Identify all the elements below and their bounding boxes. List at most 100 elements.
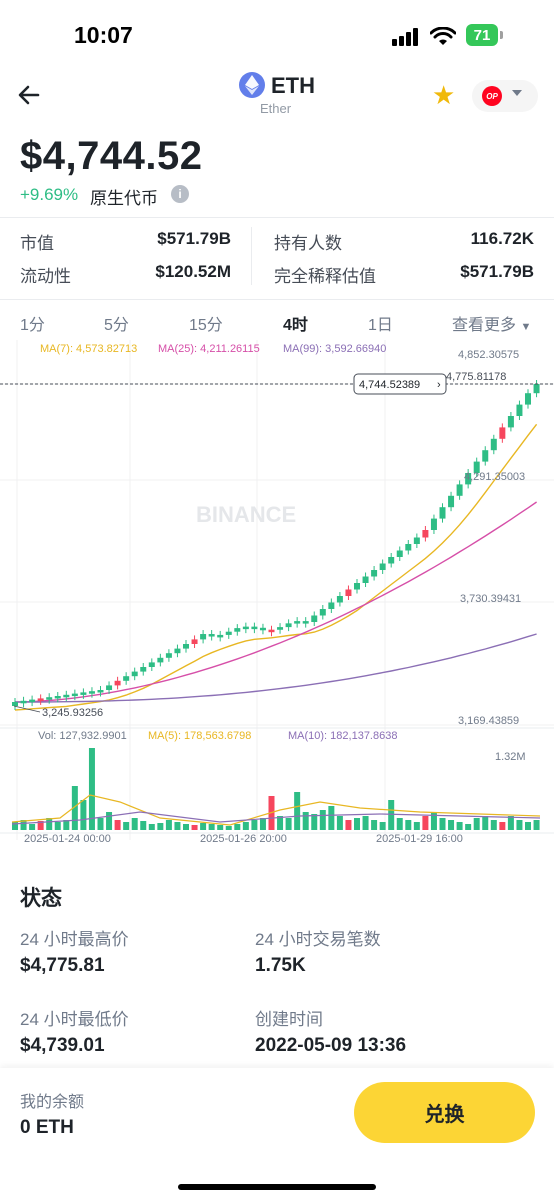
candle: [507, 416, 514, 428]
battery-tip: [500, 31, 503, 39]
volume-bar: [396, 818, 403, 830]
candle: [208, 634, 215, 637]
ma7-label: MA(7): 4,573.82713: [40, 343, 137, 355]
balance-value: 0 ETH: [20, 1117, 74, 1138]
chevron-down-icon: [512, 90, 522, 96]
current-price-tag: 4,744.52389: [359, 379, 420, 391]
low-price-tag: 3,245.93256: [42, 707, 103, 719]
volume-bar: [106, 812, 113, 830]
back-arrow-icon[interactable]: [16, 82, 42, 108]
status-section-title: 状态: [20, 887, 62, 910]
token-type-label: 原生代币: [90, 189, 158, 208]
volume-bar: [131, 818, 138, 830]
candle: [319, 609, 326, 616]
ma25-line: [14, 501, 537, 703]
price-axis-tick: 3,169.43859: [458, 715, 519, 727]
high-price-tag: 4,775.81178: [446, 371, 506, 383]
volume-bar: [234, 824, 241, 830]
price-axis-tick: 4,852.30575: [458, 349, 519, 361]
tab-15m[interactable]: 15分: [189, 317, 223, 334]
candle: [165, 653, 172, 658]
chevron-right-icon: ›: [437, 379, 441, 391]
candle: [413, 537, 420, 544]
eth-logo-icon: [239, 72, 265, 98]
stat-label-holders: 持有人数: [274, 234, 342, 253]
kline-chart[interactable]: BINANCE MA(7): 4,573.82713 MA(25): 4,211.…: [0, 340, 554, 850]
candle: [114, 680, 121, 686]
volume-bar: [473, 818, 480, 830]
volume-bar: [362, 816, 369, 830]
ma7-line: [14, 423, 538, 711]
balance-label: 我的余额: [20, 1094, 85, 1111]
candle: [251, 626, 258, 630]
tab-more[interactable]: 查看更多 ▼: [452, 311, 531, 335]
tab-1m[interactable]: 1分: [20, 317, 45, 334]
stat-value-fdv: $571.79B: [460, 262, 534, 281]
candle: [148, 662, 155, 667]
status-time: 10:07: [74, 22, 133, 48]
volume-bar: [88, 748, 95, 830]
volume-bar: [371, 820, 378, 830]
volume-bar: [20, 820, 27, 830]
candle: [80, 692, 87, 695]
candle: [12, 702, 18, 706]
volume-bar: [191, 825, 198, 830]
vol-ma10-line: [11, 811, 541, 825]
candle: [533, 384, 540, 394]
candle: [71, 693, 78, 697]
vol-ma5-line: [11, 794, 541, 826]
stat-value-market-cap: $571.79B: [157, 229, 231, 248]
high-24h-label: 24 小时最高价: [20, 930, 129, 949]
candle: [516, 404, 523, 416]
stats-divider: [251, 227, 252, 285]
candle: [345, 589, 352, 596]
volume-bar: [345, 820, 352, 830]
low-24h-label: 24 小时最低价: [20, 1010, 129, 1029]
favorite-star-icon[interactable]: ★: [432, 80, 456, 110]
candle: [336, 596, 343, 603]
candle: [157, 657, 164, 663]
candle: [174, 648, 181, 654]
volume-bar: [259, 818, 266, 830]
volume-bar: [328, 806, 335, 830]
divider: [0, 299, 554, 300]
volume-bar: [516, 820, 523, 830]
divider: [0, 217, 554, 218]
volume-bar: [37, 821, 44, 830]
tab-5m[interactable]: 5分: [104, 317, 129, 334]
candle: [88, 691, 95, 694]
tab-4h[interactable]: 4时: [283, 317, 308, 334]
token-symbol: ETH: [271, 73, 315, 98]
volume-bar: [533, 820, 540, 830]
volume-bar: [114, 820, 121, 830]
candle: [302, 621, 309, 624]
info-icon[interactable]: i: [171, 185, 189, 203]
volume-bar: [507, 816, 514, 830]
volume-bar: [251, 820, 258, 830]
candle: [328, 602, 335, 609]
tab-1d[interactable]: 1日: [368, 317, 393, 334]
created-label: 创建时间: [255, 1010, 323, 1029]
volume-bar: [482, 816, 489, 830]
volume-bar: [499, 822, 506, 830]
home-indicator: [178, 1184, 376, 1190]
candle: [46, 697, 53, 700]
swap-button[interactable]: 兑换: [354, 1082, 535, 1143]
stat-value-holders: 116.72K: [470, 229, 534, 248]
token-price: $4,744.52: [20, 134, 203, 178]
candle: [242, 626, 249, 630]
candle: [499, 427, 506, 439]
tx-count-label: 24 小时交易笔数: [255, 930, 381, 949]
candle: [140, 667, 147, 672]
candle: [268, 629, 275, 633]
signal-icon: [392, 28, 418, 46]
candle: [396, 550, 403, 557]
candle: [123, 676, 130, 681]
volume-bar: [302, 812, 309, 830]
volume-bar: [311, 814, 318, 830]
volume-bar: [46, 818, 53, 830]
volume-bar: [448, 820, 455, 830]
candle: [465, 473, 472, 485]
candle: [422, 530, 429, 538]
candle: [430, 518, 437, 530]
